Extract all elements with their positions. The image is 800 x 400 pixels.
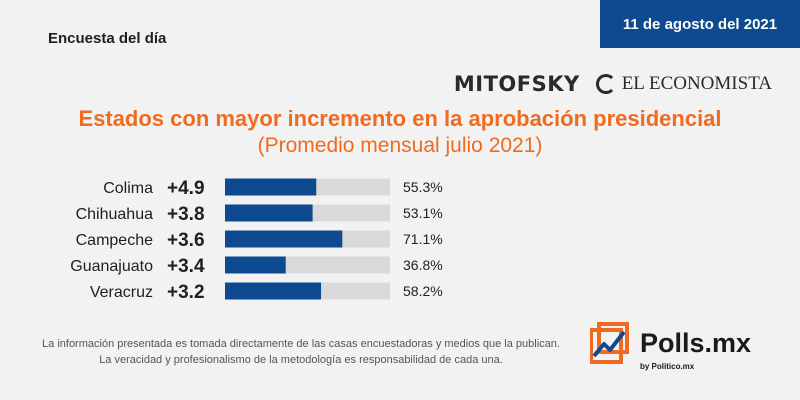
increment-label: +3.8	[167, 204, 205, 225]
pollsmx-brand[interactable]: Polls.mx by Politico.mx	[590, 322, 780, 382]
category-label: Guanajuato	[70, 258, 153, 275]
economista-logo-text: EL ECONOMISTA	[621, 73, 772, 94]
data-label: 58.2%	[403, 283, 443, 299]
date-badge: 11 de agosto del 2021	[600, 0, 800, 48]
pollsmx-logo-icon	[590, 322, 629, 364]
disclaimer: La información presentada es tomada dire…	[36, 336, 566, 368]
category-label: Veracruz	[90, 284, 153, 301]
category-label: Chihuahua	[76, 206, 154, 223]
data-label: 53.1%	[403, 205, 443, 221]
increment-label: +3.2	[167, 282, 205, 303]
bar-chart: Colima +4.9 55.3% Chihuahua +3.8 53.1% Campech…	[70, 178, 443, 303]
bar	[225, 204, 313, 222]
economista-mark-icon	[595, 74, 616, 94]
category-label: Colima	[103, 180, 153, 197]
economista-logo: EL ECONOMISTA	[595, 73, 772, 95]
brand-name: Polls.mx	[640, 328, 752, 358]
increment-label: +3.4	[167, 256, 205, 277]
bar	[225, 282, 322, 300]
data-label: 71.1%	[403, 231, 443, 247]
chart-title: Estados con mayor incremento en la aprob…	[78, 106, 722, 131]
survey-label: Encuesta del día	[48, 30, 167, 47]
date-label: 11 de agosto del 2021	[622, 15, 778, 33]
bar	[225, 256, 286, 274]
increment-label: +3.6	[167, 230, 205, 251]
bar	[225, 230, 343, 248]
data-label: 55.3%	[403, 179, 443, 195]
mitofsky-logo: MITOFSKY	[453, 72, 580, 96]
disclaimer-line-1: La información presentada es tomada dire…	[42, 338, 560, 350]
partner-logos: MITOFSKY EL ECONOMISTA	[454, 72, 772, 96]
category-label: Campeche	[76, 232, 153, 249]
brand-byline: by Politico.mx	[640, 362, 695, 371]
data-label: 36.8%	[403, 257, 443, 273]
bar	[225, 178, 317, 196]
increment-label: +4.9	[167, 178, 205, 199]
disclaimer-line-2: La veracidad y profesionalismo de la met…	[99, 354, 503, 366]
chart-subtitle: (Promedio mensual julio 2021)	[257, 134, 543, 157]
